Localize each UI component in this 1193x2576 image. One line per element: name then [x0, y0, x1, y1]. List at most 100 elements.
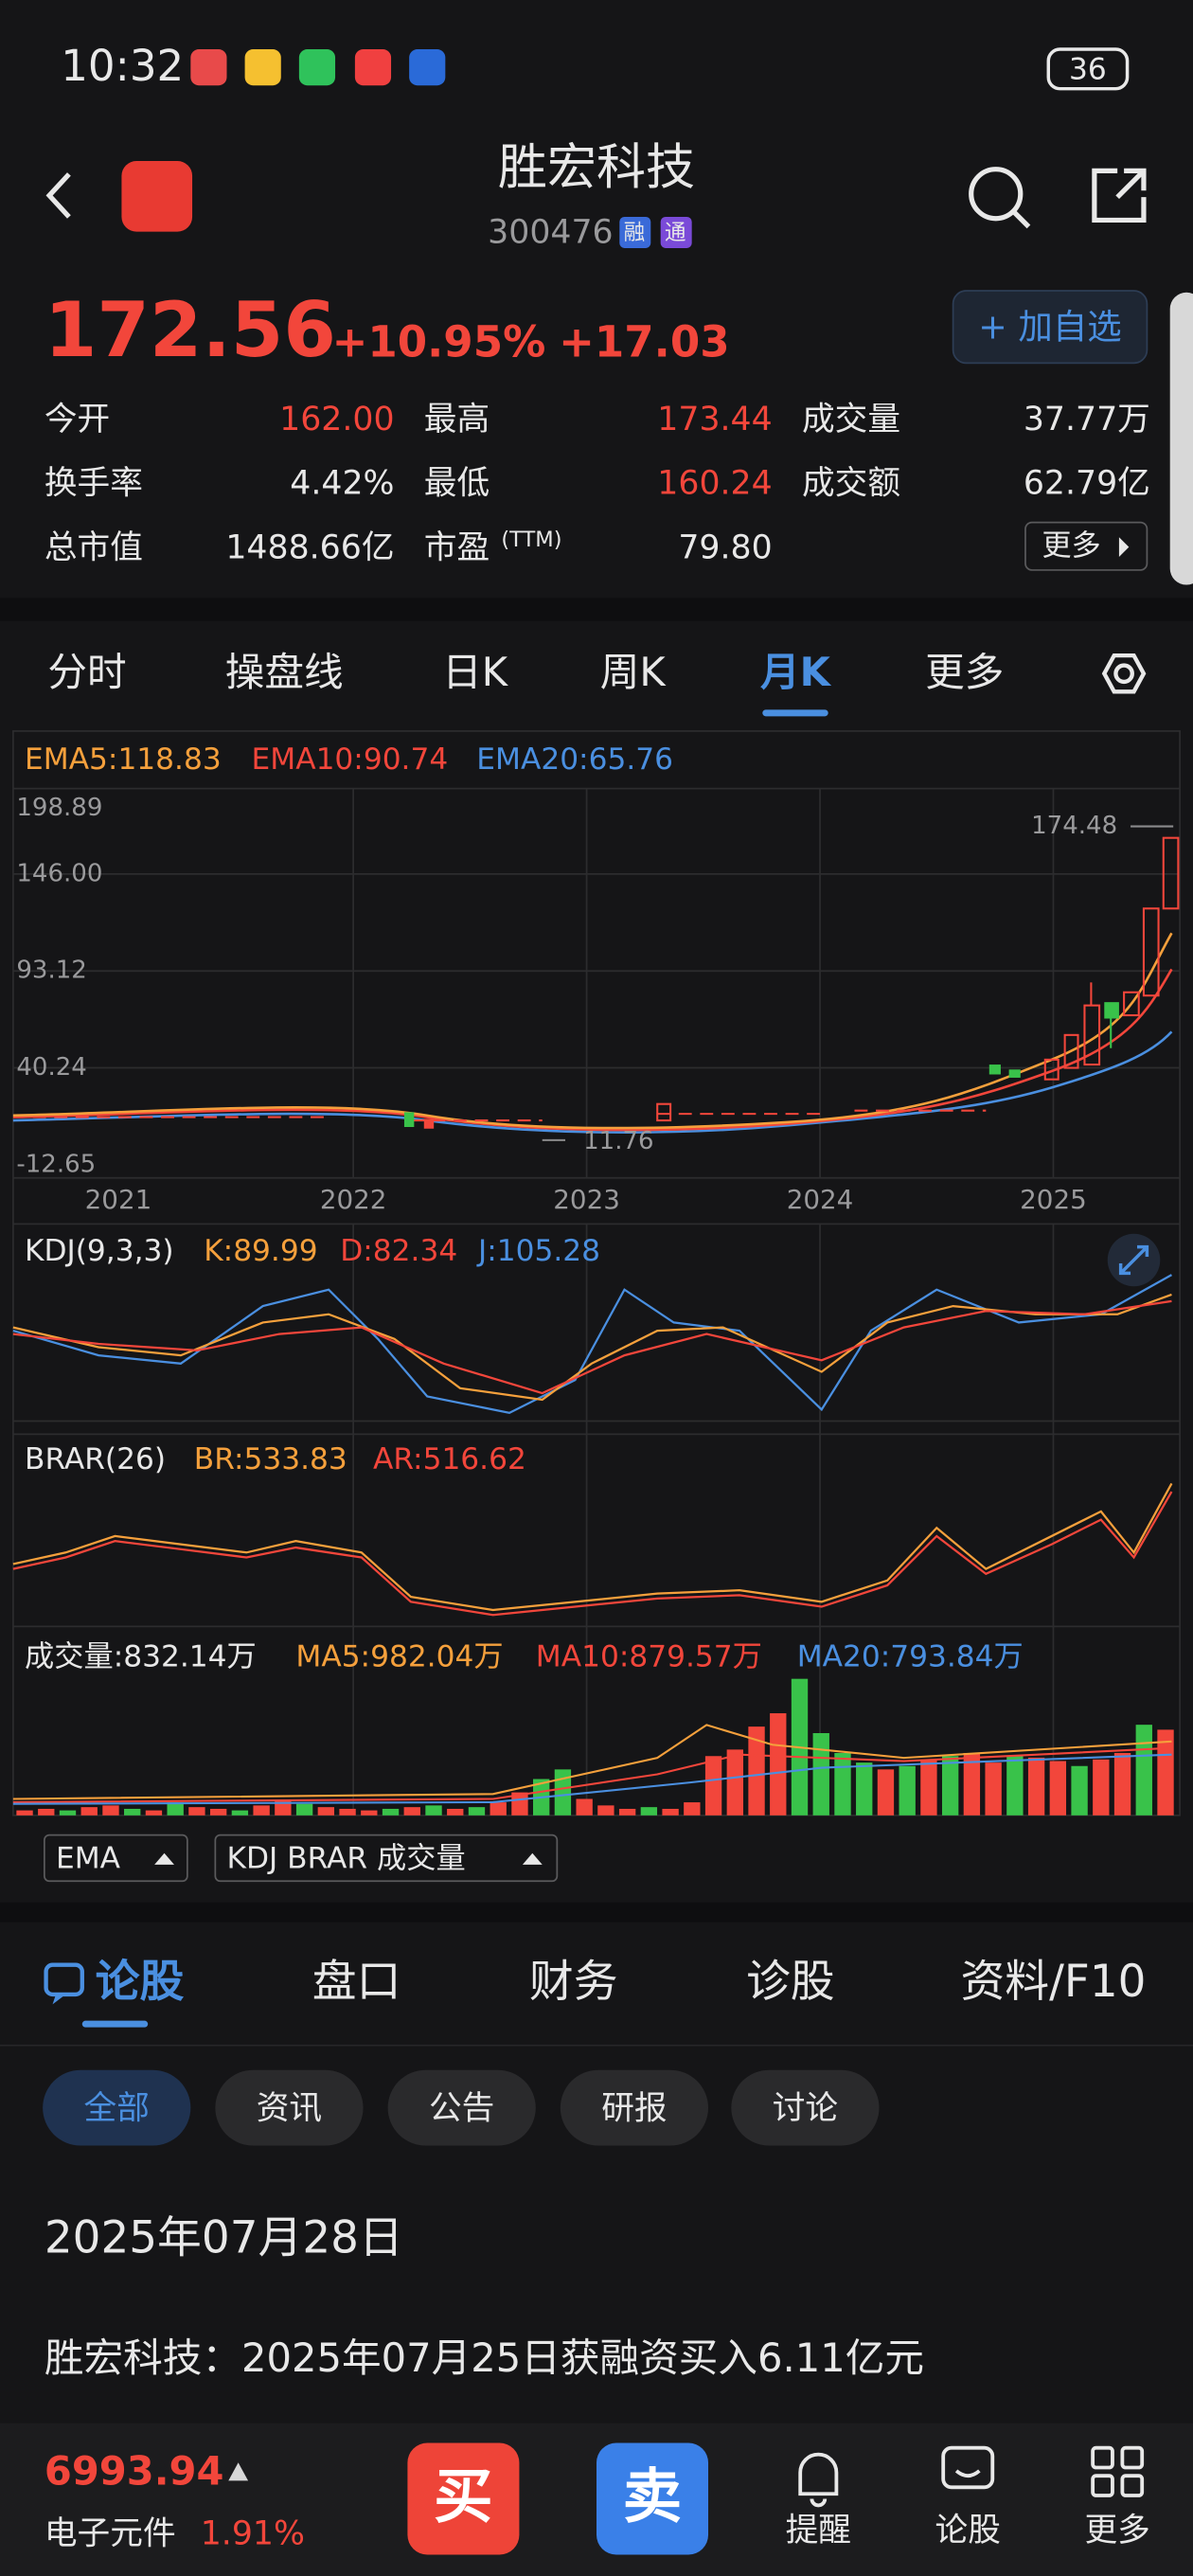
- section-tab[interactable]: 论股: [96, 1957, 185, 2008]
- section-tab[interactable]: 财务: [529, 1957, 618, 2008]
- volume-bar: [597, 1805, 614, 1816]
- watch-button[interactable]: [952, 290, 1148, 365]
- nav-label[interactable]: 提醒: [786, 2512, 851, 2549]
- volume-bar: [618, 1808, 636, 1816]
- filter-label[interactable]: 讨论: [773, 2089, 838, 2127]
- buy-button[interactable]: [407, 2442, 520, 2555]
- news-date: 2025年07月28日: [45, 2213, 403, 2264]
- brar-label: BRAR(26): [25, 1442, 166, 1476]
- candles: [32, 825, 1180, 1141]
- volume-bar: [59, 1810, 77, 1816]
- volume-bar: [920, 1759, 937, 1816]
- ema-label: EMA5:118.83: [25, 742, 222, 777]
- indicator-button[interactable]: [214, 1834, 559, 1883]
- sell-label[interactable]: 卖: [623, 2461, 682, 2531]
- stat-value: 79.80: [678, 528, 772, 566]
- filter-label[interactable]: 公告: [429, 2089, 494, 2127]
- filter-pill[interactable]: [43, 2069, 191, 2146]
- volume-label: 成交量:832.14万: [25, 1639, 257, 1673]
- volume-bar: [209, 1808, 227, 1816]
- volume-bar: [1006, 1756, 1024, 1816]
- filter-pill[interactable]: [560, 2069, 709, 2146]
- volume-bar: [425, 1805, 442, 1816]
- settings-button[interactable]: [1101, 653, 1147, 694]
- volume-bar: [554, 1769, 572, 1816]
- buy-label[interactable]: 买: [434, 2461, 492, 2531]
- stock-code: 300476: [488, 213, 613, 251]
- ema-label: EMA10:90.74: [252, 742, 449, 777]
- filter-label[interactable]: 全部: [84, 2089, 150, 2127]
- chart-tab[interactable]: 月K: [760, 649, 832, 695]
- stat-label: 最低: [424, 465, 490, 503]
- x-axis-label: 2025: [1020, 1184, 1087, 1215]
- indicator-label[interactable]: EMA: [56, 1842, 121, 1876]
- filter-pill[interactable]: [215, 2069, 364, 2146]
- watch-label[interactable]: + 加自选: [978, 306, 1121, 347]
- index-value: 6993.94: [45, 2447, 224, 2494]
- stat-value: 4.42%: [290, 465, 394, 503]
- volume-bar: [511, 1792, 528, 1816]
- ema-label: EMA20:65.76: [476, 742, 673, 777]
- divider: [0, 598, 1193, 621]
- kdj-label: KDJ(9,3,3): [25, 1234, 174, 1268]
- chart-grid: [12, 730, 1181, 1816]
- volume-bar: [856, 1762, 873, 1816]
- back-button[interactable]: [45, 172, 71, 219]
- volume-bar: [576, 1798, 593, 1816]
- section-tab[interactable]: 资料/F10: [960, 1957, 1146, 2008]
- volume-bar: [102, 1805, 119, 1816]
- nav-label[interactable]: 论股: [935, 2512, 1001, 2549]
- volume-bar: [403, 1807, 420, 1816]
- y-axis-label: 146.00: [16, 859, 102, 887]
- sell-button[interactable]: [596, 2442, 709, 2555]
- change: +17.03: [559, 316, 730, 367]
- chart-tab[interactable]: 周K: [600, 649, 668, 695]
- more-label[interactable]: 更多: [1042, 529, 1100, 564]
- stat-value: 62.79亿: [1024, 465, 1150, 503]
- filter-label[interactable]: 研报: [601, 2089, 667, 2127]
- volume-bar: [941, 1756, 959, 1816]
- volume-bar: [231, 1810, 249, 1816]
- filter-pill[interactable]: [387, 2069, 536, 2146]
- stat-label: 成交额: [802, 465, 900, 503]
- volume-ma: [12, 1724, 1172, 1805]
- expand-button[interactable]: [1107, 1233, 1161, 1287]
- chart-tab[interactable]: 更多: [925, 649, 1004, 695]
- search-button[interactable]: [969, 167, 1031, 229]
- section-tab[interactable]: 诊股: [746, 1957, 835, 2008]
- arrow: [522, 1852, 543, 1865]
- news-headline[interactable]: 胜宏科技：2025年07月25日获融资买入6.11亿元: [45, 2334, 924, 2381]
- volume-label: MA10:879.57万: [536, 1639, 762, 1673]
- more-button[interactable]: [1024, 521, 1148, 571]
- stat-value: 160.24: [657, 465, 772, 503]
- indicator-button[interactable]: [43, 1834, 188, 1883]
- brar-lines: [12, 1482, 1173, 1617]
- y-axis-label: 40.24: [16, 1053, 87, 1082]
- share-button[interactable]: [1092, 168, 1147, 224]
- volume-bar: [812, 1733, 829, 1816]
- volume-bar: [275, 1800, 292, 1816]
- filter-pill[interactable]: [731, 2069, 880, 2146]
- price: 172.56: [45, 286, 336, 374]
- section-tab[interactable]: 盘口: [312, 1957, 401, 2008]
- chart-tab[interactable]: 分时: [47, 649, 126, 695]
- indicator-label[interactable]: KDJ BRAR 成交量: [227, 1842, 466, 1876]
- brar-label: BR:533.83: [194, 1442, 347, 1476]
- stat-value: 1488.66亿: [225, 528, 394, 566]
- volume-bar: [963, 1752, 981, 1816]
- filter-label[interactable]: 资讯: [257, 2089, 322, 2127]
- volume-bar: [1113, 1752, 1131, 1816]
- nav-label[interactable]: 更多: [1084, 2512, 1149, 2549]
- volume-label: MA20:793.84万: [797, 1639, 1024, 1673]
- volume-bar: [899, 1765, 916, 1816]
- chart-tab[interactable]: 操盘线: [225, 649, 344, 695]
- volume-bar: [877, 1769, 895, 1816]
- chart-tab[interactable]: 日K: [442, 649, 509, 695]
- stat-value: 37.77万: [1024, 401, 1150, 438]
- x-axis-label: 2024: [787, 1184, 854, 1215]
- volume-bar: [684, 1802, 701, 1816]
- index-change: 1.91%: [201, 2515, 305, 2553]
- volume-bar: [188, 1807, 205, 1816]
